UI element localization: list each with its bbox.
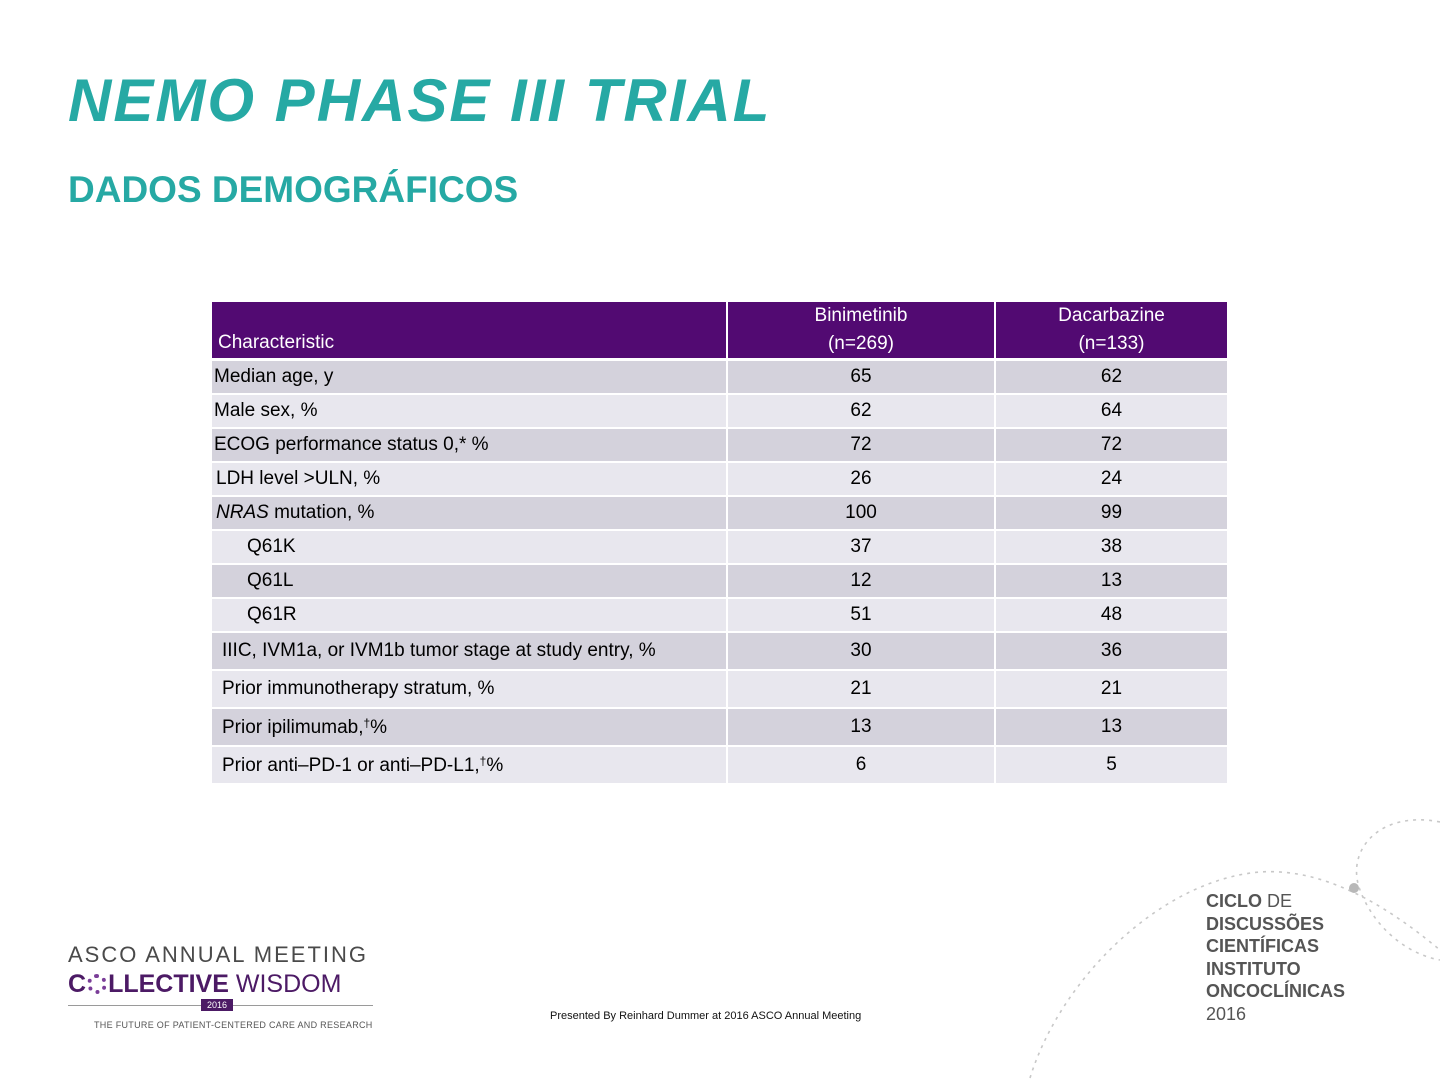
binimetinib-value: 26: [727, 462, 996, 497]
dagger-footnote: †: [363, 715, 371, 730]
row-label: ECOG performance status 0,* %: [212, 428, 728, 463]
dacarbazine-value: 38: [995, 530, 1227, 565]
header-binimetinib-n: (n=269): [827, 333, 895, 354]
table-row: Prior anti–PD-1 or anti–PD-L1,†% 6 5: [212, 746, 1227, 785]
table-row: LDH level >ULN, % 26 24: [212, 462, 1227, 497]
row-label-tail: %: [486, 754, 504, 776]
demographics-table: Characteristic Binimetinib (n=269) Dacar…: [212, 302, 1227, 785]
dacarbazine-value: 21: [995, 670, 1227, 709]
ciclo-cientificas: CIENTÍFICAS: [1206, 936, 1320, 956]
binimetinib-value: 30: [727, 632, 996, 671]
binimetinib-value: 12: [727, 564, 996, 599]
row-label: Prior anti–PD-1 or anti–PD-L1,†%: [212, 746, 728, 785]
ciclo-de: DE: [1262, 891, 1293, 911]
asco-logo-wisdom: WISDOM: [228, 970, 342, 998]
dotted-circle-icon: [87, 974, 108, 994]
asco-logo-divider: 2016: [68, 999, 373, 1020]
binimetinib-value: 21: [727, 670, 996, 709]
ciclo-line2: DISCUSSÕES: [1206, 913, 1345, 936]
header-dacarbazine-name: Dacarbazine: [1058, 305, 1165, 326]
ciclo-line4: INSTITUTO: [1206, 958, 1345, 981]
dacarbazine-value: 99: [995, 496, 1227, 531]
dacarbazine-value: 24: [995, 462, 1227, 497]
asco-logo-year: 2016: [201, 999, 234, 1011]
binimetinib-value: 6: [727, 746, 996, 785]
dacarbazine-value: 62: [995, 359, 1227, 395]
dacarbazine-value: 72: [995, 428, 1227, 463]
ciclo-discussoes: DISCUSSÕES: [1206, 913, 1325, 934]
row-label: LDH level >ULN, %: [212, 462, 728, 497]
header-binimetinib: Binimetinib (n=269): [727, 302, 996, 361]
table-row: IIIC, IVM1a, or IVM1b tumor stage at stu…: [212, 632, 1227, 671]
dacarbazine-value: 64: [995, 394, 1227, 429]
row-label: IIIC, IVM1a, or IVM1b tumor stage at stu…: [212, 632, 728, 671]
row-label: NRAS mutation, %: [212, 496, 728, 531]
table-row: Male sex, % 62 64: [212, 394, 1227, 429]
dacarbazine-value: 48: [995, 598, 1227, 633]
dacarbazine-value: 13: [995, 564, 1227, 599]
row-label-italic: NRAS: [216, 502, 269, 523]
row-label: Prior ipilimumab,†%: [212, 708, 728, 747]
ciclo-oncoclinicas: ONCOCLÍNICAS: [1206, 981, 1345, 1001]
arc-node-dot: [1349, 883, 1359, 893]
binimetinib-value: 51: [727, 598, 996, 633]
table-row: Q61K 37 38: [212, 530, 1227, 565]
ciclo-line5: ONCOCLÍNICAS: [1206, 980, 1345, 1003]
header-dacarbazine-n: (n=133): [1078, 333, 1145, 354]
dagger-footnote: †: [479, 753, 487, 768]
asco-logo-c: C: [68, 970, 87, 998]
table-row: Median age, y 65 62: [212, 359, 1227, 395]
ciclo-logo: CICLO DE DISCUSSÕES CIENTÍFICAS INSTITUT…: [1206, 890, 1345, 1025]
binimetinib-value: 72: [727, 428, 996, 463]
asco-logo-tagline: THE FUTURE OF PATIENT-CENTERED CARE AND …: [94, 1020, 373, 1030]
dacarbazine-value: 36: [995, 632, 1227, 671]
row-label: Prior immunotherapy stratum, %: [212, 670, 728, 709]
table-row: ECOG performance status 0,* % 72 72: [212, 428, 1227, 463]
dotted-arc-outer: [1029, 870, 1440, 1079]
table-row: Q61L 12 13: [212, 564, 1227, 599]
dacarbazine-value: 13: [995, 708, 1227, 747]
table-row: Prior ipilimumab,†% 13 13: [212, 708, 1227, 747]
table-row: Q61R 51 48: [212, 598, 1227, 633]
binimetinib-value: 100: [727, 496, 996, 531]
header-binimetinib-name: Binimetinib: [814, 305, 908, 326]
binimetinib-value: 13: [727, 708, 996, 747]
row-label-main: Prior ipilimumab,: [222, 716, 364, 738]
binimetinib-value: 62: [727, 394, 996, 429]
dotted-arc-decoration-icon: [1029, 819, 1440, 1079]
ciclo-word: CICLO: [1206, 891, 1262, 911]
ciclo-line1: CICLO DE: [1206, 890, 1345, 913]
binimetinib-value: 37: [727, 530, 996, 565]
table-row: Prior immunotherapy stratum, % 21 21: [212, 670, 1227, 709]
ciclo-instituto: INSTITUTO: [1206, 958, 1301, 979]
asco-logo-line2: C LLECTIVE WISDOM: [68, 970, 373, 999]
row-label: Male sex, %: [212, 394, 728, 429]
ciclo-line6: 2016: [1206, 1003, 1247, 1024]
dotted-arc-inner: [1355, 819, 1440, 961]
dacarbazine-value: 5: [995, 746, 1227, 785]
row-label: Median age, y: [212, 359, 728, 395]
table-header-row: Characteristic Binimetinib (n=269) Dacar…: [212, 302, 1227, 361]
ciclo-line3: CIENTÍFICAS: [1206, 935, 1345, 958]
asco-logo: ASCO ANNUAL MEETING C LLECTIVE WISDOM 201…: [68, 942, 373, 1030]
presenter-credit: Presented By Reinhard Dummer at 2016 ASC…: [550, 1010, 862, 1022]
row-label-main: Prior anti–PD-1 or anti–PD-L1,: [222, 754, 480, 776]
table-row: NRAS mutation, % 100 99: [212, 496, 1227, 531]
header-dacarbazine: Dacarbazine (n=133): [995, 302, 1227, 361]
row-label-tail: %: [370, 716, 388, 738]
row-label: Q61K: [212, 530, 728, 565]
binimetinib-value: 65: [727, 359, 996, 395]
row-label-rest: mutation, %: [268, 502, 375, 523]
asco-logo-line1: ASCO ANNUAL MEETING: [68, 942, 369, 967]
slide-title: NEMO PHASE III TRIAL: [68, 67, 772, 134]
row-label: Q61R: [212, 598, 728, 633]
demographics-table-container: Characteristic Binimetinib (n=269) Dacar…: [212, 302, 1227, 785]
header-characteristic: Characteristic: [212, 302, 728, 361]
asco-logo-llective: LLECTIVE: [108, 970, 229, 998]
row-label: Q61L: [212, 564, 728, 599]
slide-subtitle: DADOS DEMOGRÁFICOS: [68, 169, 519, 210]
